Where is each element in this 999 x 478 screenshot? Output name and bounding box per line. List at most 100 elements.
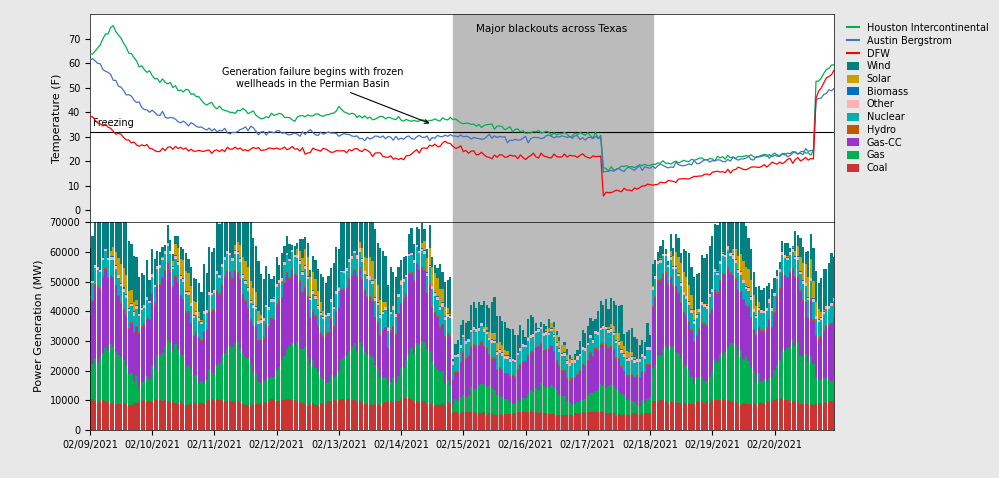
Bar: [175, 344, 177, 403]
Bar: [540, 322, 542, 326]
Bar: [680, 358, 682, 403]
Bar: [175, 277, 177, 344]
Bar: [452, 365, 455, 380]
Bar: [563, 342, 565, 345]
Bar: [473, 302, 475, 326]
Bar: [589, 354, 591, 393]
Bar: [221, 263, 223, 264]
Bar: [325, 317, 327, 334]
Bar: [524, 360, 526, 362]
Bar: [400, 303, 403, 304]
Bar: [421, 249, 423, 251]
Bar: [112, 247, 114, 256]
Bar: [789, 251, 791, 252]
Bar: [597, 412, 599, 430]
Bar: [239, 261, 242, 278]
Bar: [739, 291, 742, 292]
Bar: [786, 277, 788, 278]
Bar: [747, 291, 749, 306]
Bar: [224, 276, 226, 278]
Bar: [369, 280, 371, 296]
Bar: [734, 262, 736, 278]
Bar: [716, 294, 718, 362]
Bar: [416, 247, 418, 262]
Bar: [447, 313, 449, 315]
Bar: [737, 289, 739, 290]
Bar: [615, 415, 617, 430]
Bar: [439, 310, 442, 327]
Bar: [553, 337, 555, 351]
Bar: [398, 313, 400, 315]
Bar: [706, 381, 708, 401]
Bar: [341, 219, 343, 270]
Bar: [367, 297, 369, 355]
Bar: [732, 344, 734, 402]
Bar: [458, 353, 460, 354]
Bar: [607, 347, 609, 349]
Bar: [755, 318, 757, 335]
Bar: [817, 380, 820, 403]
Bar: [190, 404, 192, 430]
Bar: [542, 332, 544, 333]
Bar: [638, 379, 640, 406]
Bar: [675, 252, 677, 266]
Bar: [711, 289, 713, 292]
Bar: [664, 272, 666, 273]
Bar: [695, 402, 698, 430]
Bar: [558, 415, 560, 430]
Bar: [706, 326, 708, 381]
Bar: [143, 382, 146, 400]
Bar: [532, 352, 534, 392]
Bar: [255, 309, 257, 325]
Bar: [185, 291, 187, 292]
Bar: [203, 332, 205, 384]
Bar: [154, 285, 156, 287]
Bar: [581, 364, 583, 365]
Bar: [294, 273, 296, 275]
Bar: [224, 257, 226, 260]
Bar: [633, 360, 635, 363]
Bar: [830, 323, 833, 324]
Bar: [688, 321, 690, 323]
Bar: [765, 307, 768, 311]
Bar: [247, 267, 249, 287]
Bar: [237, 401, 239, 430]
Bar: [99, 402, 101, 430]
Bar: [395, 383, 397, 401]
Bar: [659, 281, 661, 355]
Bar: [529, 353, 531, 390]
Bar: [437, 300, 439, 316]
Bar: [641, 340, 643, 353]
Bar: [312, 360, 314, 403]
Bar: [607, 329, 609, 330]
Bar: [815, 335, 817, 336]
Bar: [198, 283, 200, 312]
Bar: [503, 359, 505, 373]
Bar: [289, 244, 291, 258]
Bar: [211, 252, 213, 292]
Bar: [654, 276, 656, 279]
Bar: [791, 268, 794, 270]
Bar: [385, 377, 387, 402]
Bar: [579, 413, 581, 430]
Bar: [610, 385, 612, 413]
Bar: [747, 307, 749, 361]
Bar: [685, 277, 687, 295]
Bar: [825, 309, 827, 325]
Bar: [506, 414, 508, 430]
Bar: [252, 239, 255, 287]
Bar: [491, 333, 493, 339]
Bar: [437, 318, 439, 369]
Bar: [781, 272, 783, 274]
Bar: [372, 280, 374, 281]
Bar: [447, 335, 449, 380]
Bar: [125, 315, 127, 316]
Bar: [195, 302, 198, 311]
Bar: [786, 261, 788, 277]
Bar: [138, 334, 140, 388]
Bar: [335, 401, 338, 430]
Bar: [393, 378, 395, 402]
Bar: [123, 289, 125, 292]
Bar: [234, 272, 236, 343]
Bar: [719, 264, 721, 280]
